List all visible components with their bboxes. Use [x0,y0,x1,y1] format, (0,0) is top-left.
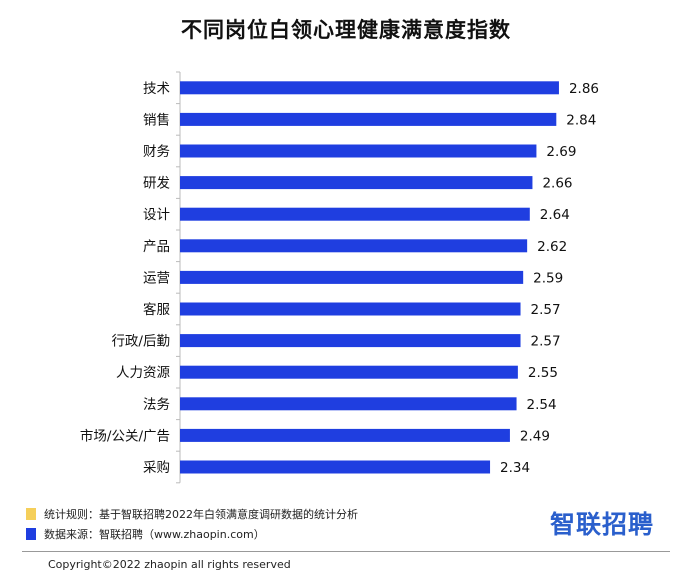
bar [180,176,533,190]
category-label: 设计 [143,207,170,223]
data-label: 2.69 [546,144,576,160]
category-label: 人力资源 [116,365,170,381]
category-label: 行政/后勤 [111,334,170,350]
legend-label-rule: 统计规则：基于智联招聘2022年白领满意度调研数据的统计分析 [44,508,358,521]
bar [180,239,528,253]
bar [180,334,521,348]
data-label: 2.84 [566,112,596,128]
footer-divider [22,551,670,552]
category-label: 采购 [143,460,170,476]
category-label: 财务 [143,144,170,160]
legend-label-source: 数据来源：智联招聘（www.zhaopin.com） [44,528,265,541]
category-label: 销售 [143,112,170,128]
legend-swatch-yellow [26,508,36,520]
bar [180,144,537,158]
data-label: 2.49 [520,428,550,444]
data-label: 2.57 [531,334,561,350]
legend-item-source: 数据来源：智联招聘（www.zhaopin.com） [26,526,265,542]
category-label: 市场/公关/广告 [80,427,170,444]
bar [180,428,510,442]
bar [180,397,517,411]
bar [180,365,518,379]
bar [180,81,559,95]
bar [180,112,557,126]
legend-swatch-blue [26,528,36,540]
category-label: 法务 [143,397,170,413]
bar [180,460,491,474]
category-label: 研发 [143,176,170,192]
bar [180,270,524,284]
category-label: 运营 [143,270,170,286]
data-label: 2.86 [569,81,599,97]
category-label: 产品 [143,239,170,255]
copyright-text: Copyright©2022 zhaopin all rights reserv… [48,558,291,571]
data-label: 2.55 [528,365,558,381]
data-label: 2.62 [537,239,567,255]
data-label: 2.54 [527,397,557,413]
zhaopin-logo: 智联招聘 [550,510,655,539]
data-label: 2.64 [540,207,570,223]
data-label: 2.57 [531,302,561,318]
data-label: 2.34 [500,460,530,476]
category-label: 客服 [143,301,170,318]
legend-item-rule: 统计规则：基于智联招聘2022年白领满意度调研数据的统计分析 [26,506,358,522]
category-label: 技术 [143,81,170,97]
bar [180,302,521,316]
bar [180,207,530,221]
data-label: 2.59 [533,270,563,286]
data-label: 2.66 [542,176,572,192]
chart-title: 不同岗位白领心理健康满意度指数 [181,18,511,42]
